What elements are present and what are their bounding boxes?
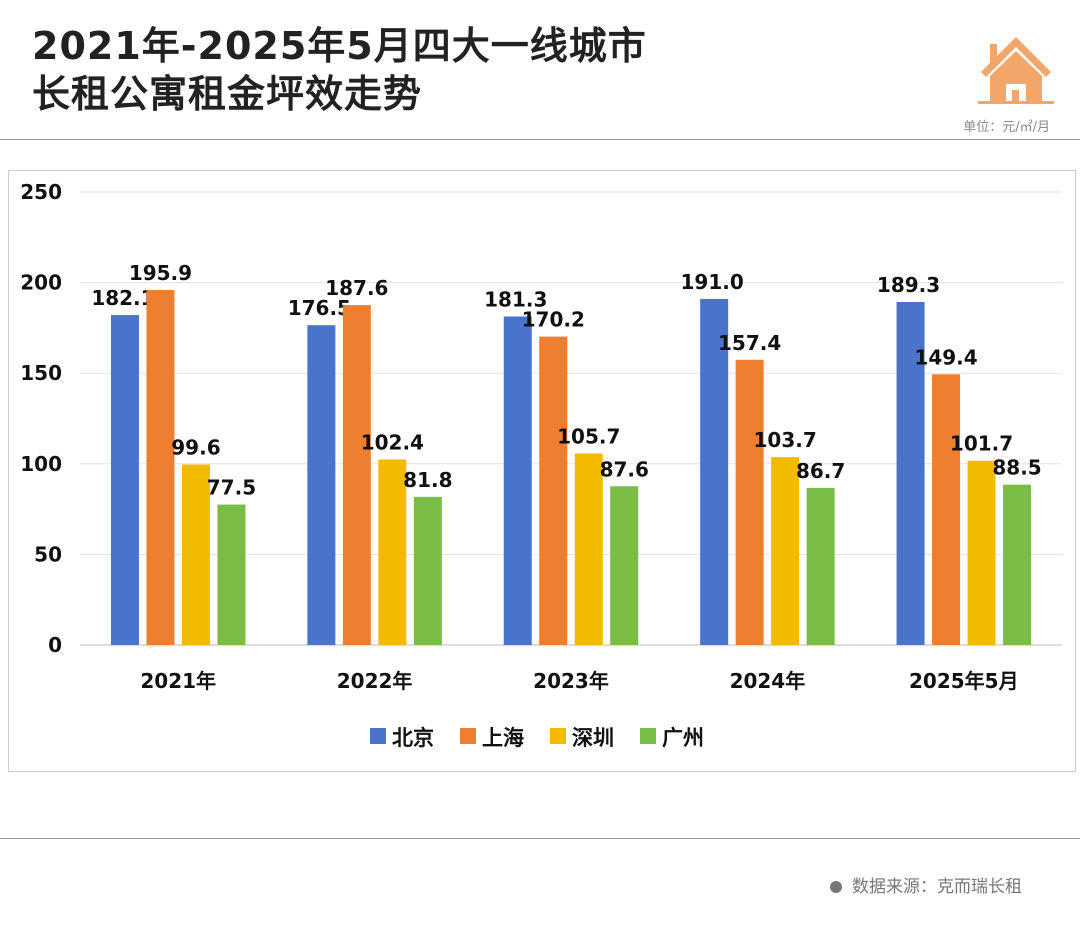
data-label: 170.2 <box>522 308 585 332</box>
legend-label: 上海 <box>482 726 524 750</box>
bar <box>610 486 639 645</box>
bar <box>181 464 210 645</box>
bar <box>146 290 175 645</box>
source-text: 数据来源：克而瑞长租 <box>852 877 1022 897</box>
data-label: 176.5 <box>288 296 351 320</box>
data-label: 189.3 <box>877 273 940 297</box>
data-label: 195.9 <box>129 261 192 285</box>
bar <box>539 336 568 645</box>
bar <box>896 301 925 645</box>
y-tick-label: 50 <box>34 542 62 566</box>
title-line-1: 2021年-2025年5月四大一线城市 <box>32 24 647 68</box>
bar <box>771 457 800 645</box>
bar <box>1003 484 1032 645</box>
title-line-2: 长租公寓租金坪效走势 <box>32 72 423 116</box>
data-label: 191.0 <box>681 270 744 294</box>
divider <box>0 139 1080 140</box>
data-label: 181.3 <box>484 287 547 311</box>
bar <box>700 298 729 645</box>
data-label: 99.6 <box>171 436 220 460</box>
bar <box>503 316 532 645</box>
bar <box>342 305 371 645</box>
data-label: 86.7 <box>796 459 845 483</box>
bullet-icon <box>830 881 842 893</box>
y-tick-label: 0 <box>48 633 62 657</box>
data-label: 157.4 <box>718 331 781 355</box>
bar <box>932 374 961 645</box>
y-tick-label: 150 <box>20 361 62 385</box>
legend-label: 深圳 <box>572 726 614 750</box>
bar <box>307 325 336 645</box>
legend-swatch <box>370 728 386 744</box>
y-tick-label: 200 <box>20 271 62 295</box>
bar <box>217 504 246 645</box>
data-label: 102.4 <box>361 430 424 454</box>
divider <box>0 838 1080 839</box>
legend-swatch <box>550 728 566 744</box>
data-label: 149.4 <box>914 345 977 369</box>
x-tick-label: 2023年 <box>533 669 609 693</box>
x-tick-label: 2024年 <box>730 669 806 693</box>
bar <box>735 359 764 645</box>
source-note: 数据来源：克而瑞长租 <box>830 872 1022 897</box>
bar <box>806 487 835 645</box>
x-tick-label: 2021年 <box>140 669 216 693</box>
data-label: 187.6 <box>325 276 388 300</box>
data-label: 182.1 <box>91 286 154 310</box>
bar <box>110 315 139 645</box>
x-tick-label: 2025年5月 <box>909 669 1019 693</box>
data-label: 103.7 <box>754 428 817 452</box>
data-label: 81.8 <box>403 468 452 492</box>
legend-swatch <box>640 728 656 744</box>
bar <box>378 459 407 645</box>
data-label: 87.6 <box>600 457 649 481</box>
bar <box>574 453 603 645</box>
legend-label: 北京 <box>392 726 434 750</box>
data-label: 101.7 <box>950 432 1013 456</box>
data-label: 88.5 <box>992 456 1041 480</box>
data-label: 105.7 <box>557 424 620 448</box>
x-tick-label: 2022年 <box>337 669 413 693</box>
legend-label: 广州 <box>662 726 704 750</box>
y-tick-label: 100 <box>20 452 62 476</box>
bar <box>413 496 442 645</box>
unit-label: 单位：元/㎡/月 <box>963 120 1050 135</box>
house-icon <box>978 37 1054 104</box>
legend-swatch <box>460 728 476 744</box>
chart-panel <box>8 170 1076 772</box>
data-label: 77.5 <box>207 476 256 500</box>
page-title: 2021年-2025年5月四大一线城市 长租公寓租金坪效走势 <box>32 22 647 118</box>
y-tick-label: 250 <box>20 180 62 204</box>
bar <box>967 460 996 645</box>
